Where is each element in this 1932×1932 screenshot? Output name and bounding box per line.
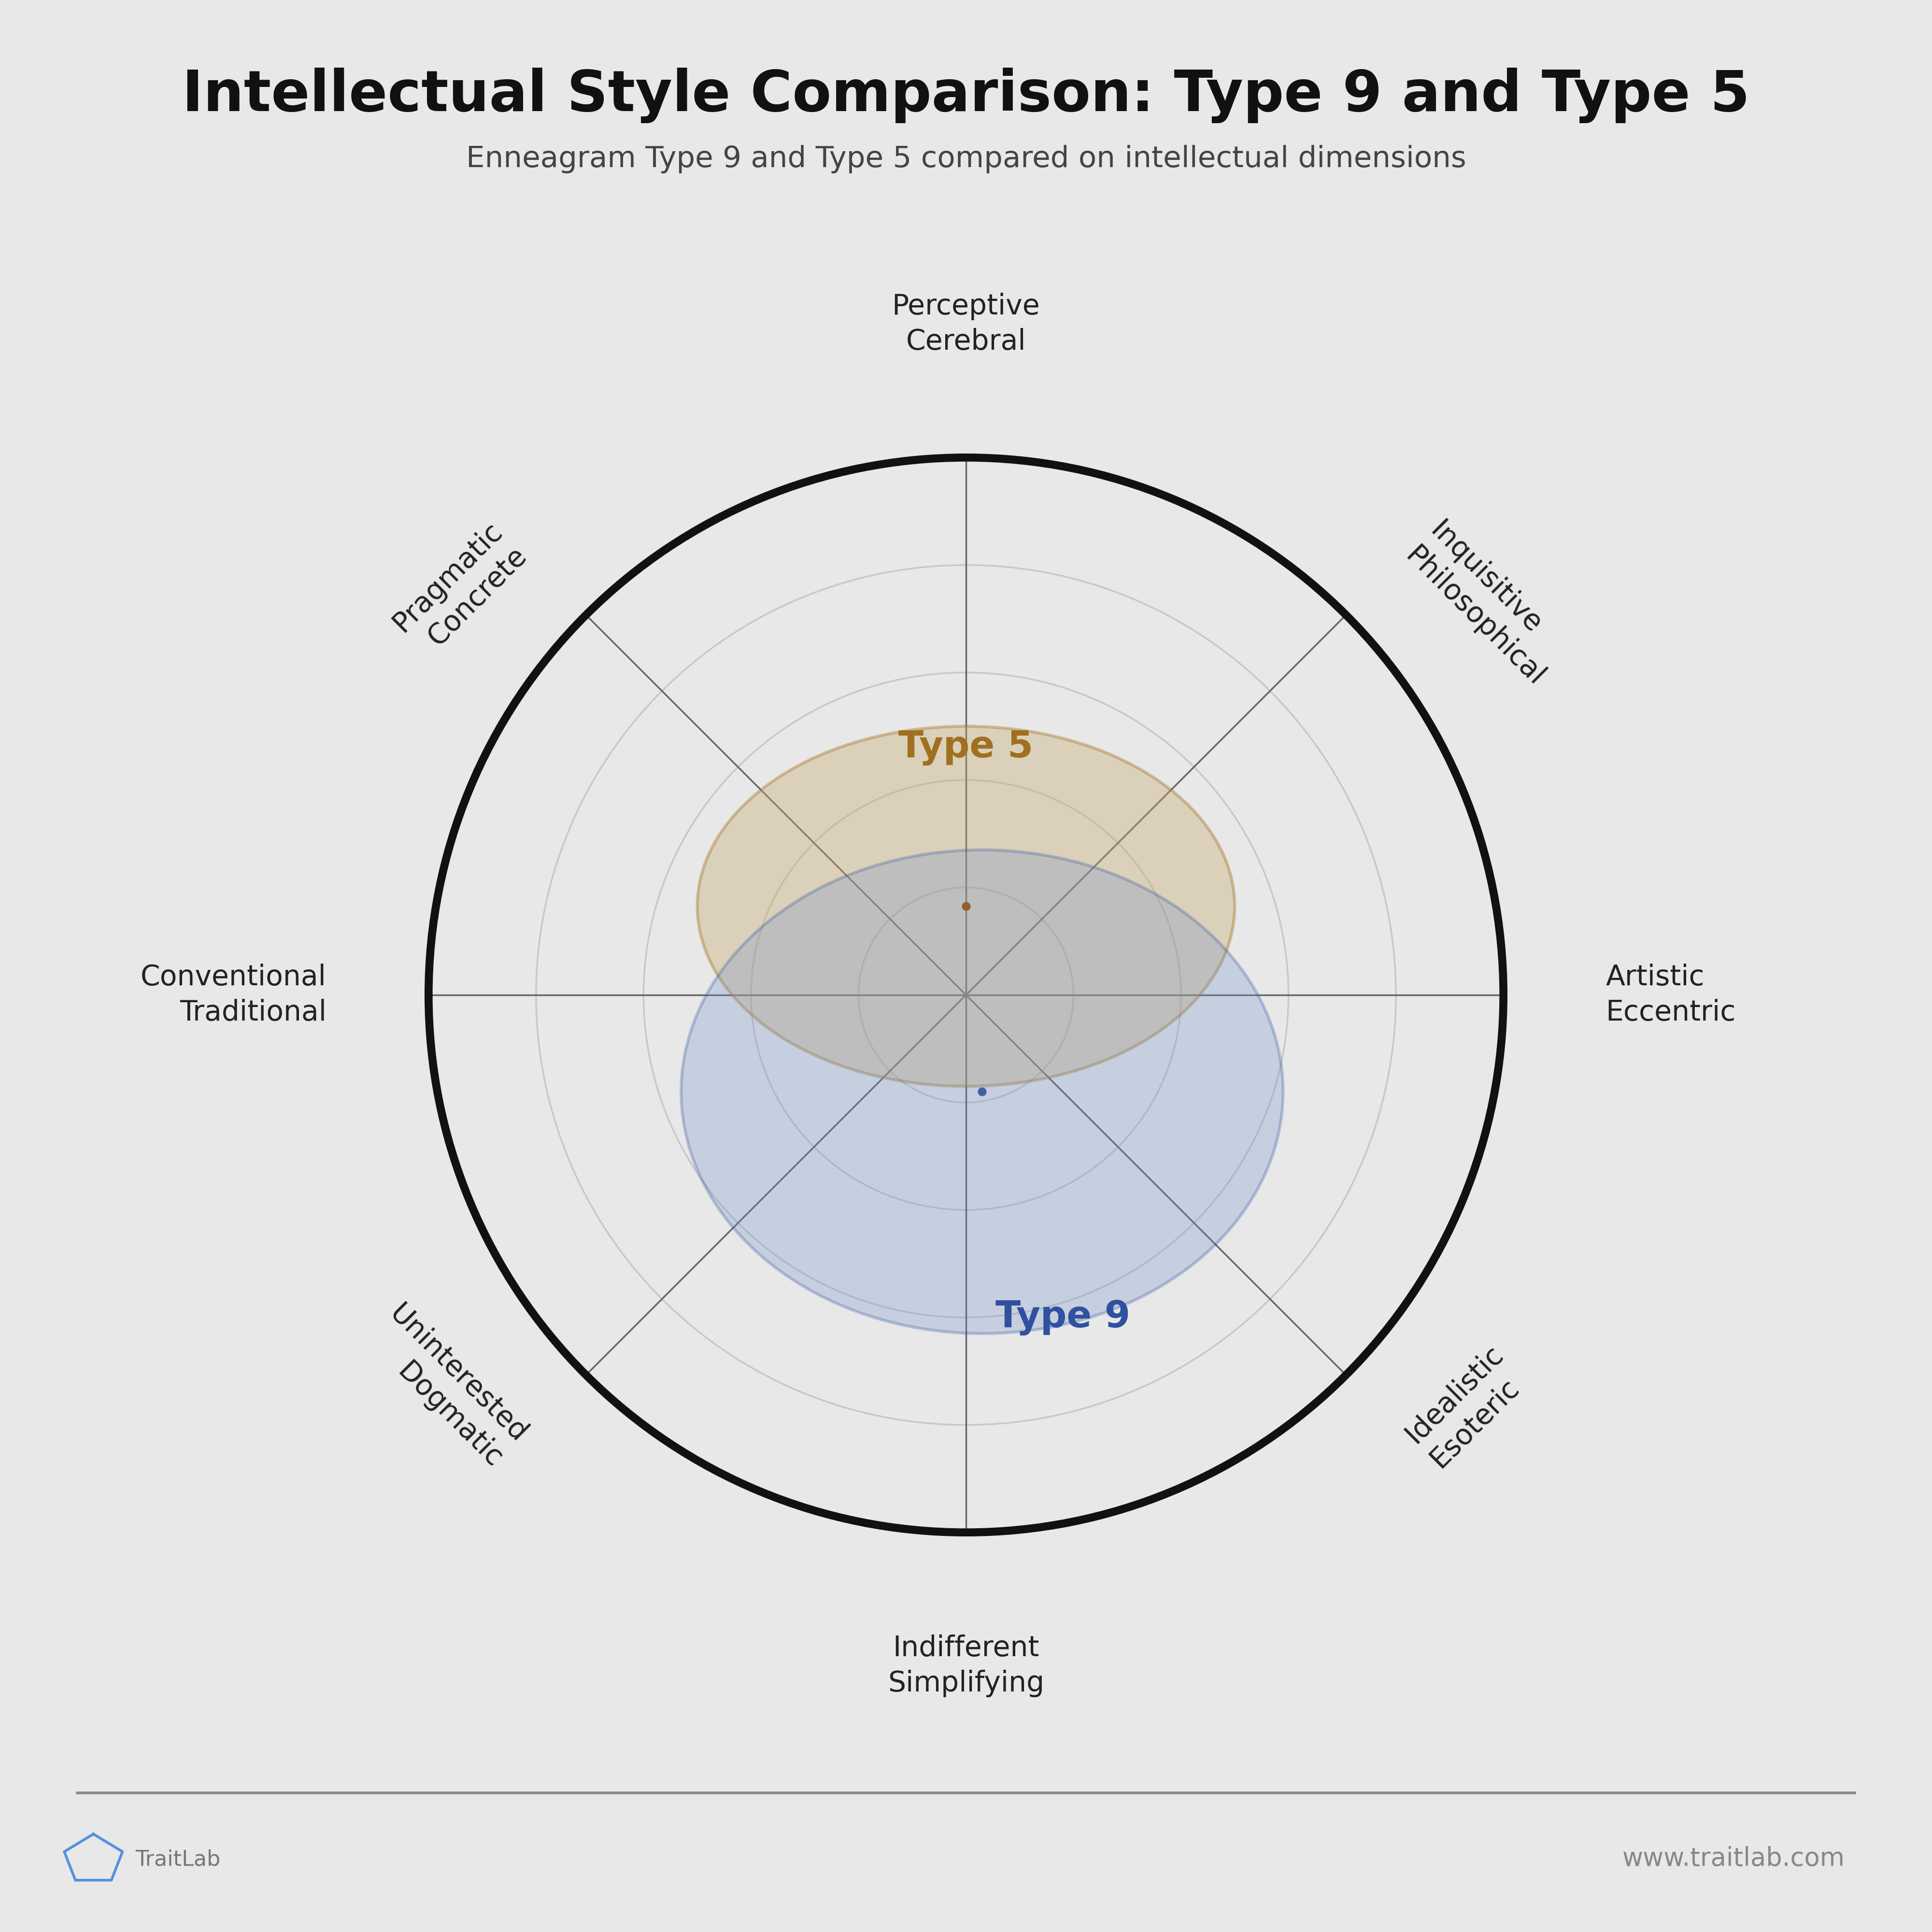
Ellipse shape [682,850,1283,1333]
Text: Enneagram Type 9 and Type 5 compared on intellectual dimensions: Enneagram Type 9 and Type 5 compared on … [466,145,1466,174]
Text: Artistic
Eccentric: Artistic Eccentric [1605,964,1735,1026]
Ellipse shape [697,726,1235,1086]
Text: Type 5: Type 5 [898,730,1034,765]
Text: TraitLab: TraitLab [135,1849,220,1870]
Text: Inquisitive
Philosophical: Inquisitive Philosophical [1401,516,1575,692]
Text: Idealistic
Esoteric: Idealistic Esoteric [1401,1341,1532,1474]
Text: www.traitlab.com: www.traitlab.com [1623,1847,1845,1870]
Text: Perceptive
Cerebral: Perceptive Cerebral [893,294,1039,355]
Text: Type 9: Type 9 [995,1300,1130,1335]
Text: Pragmatic
Concrete: Pragmatic Concrete [386,516,531,663]
Text: Uninterested
Dogmatic: Uninterested Dogmatic [359,1300,531,1474]
Text: Indifferent
Simplifying: Indifferent Simplifying [887,1634,1045,1696]
Text: Conventional
Traditional: Conventional Traditional [141,964,327,1026]
Text: Intellectual Style Comparison: Type 9 and Type 5: Intellectual Style Comparison: Type 9 an… [182,68,1750,124]
